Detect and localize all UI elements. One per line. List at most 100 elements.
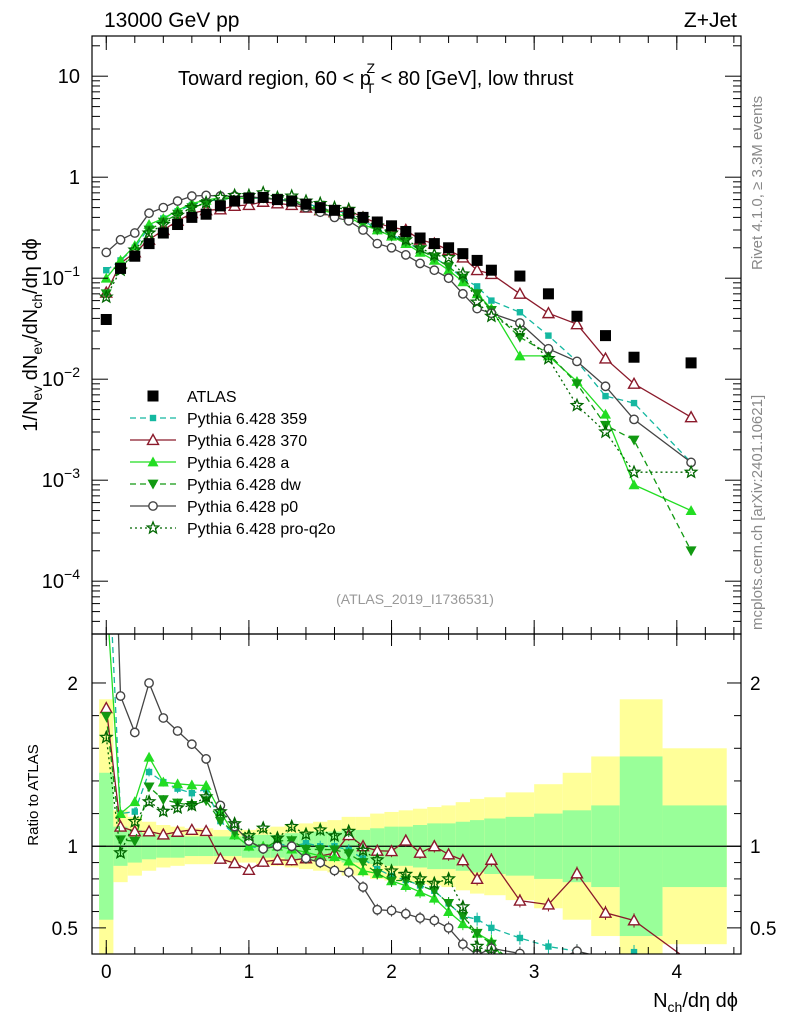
ratio-point xyxy=(103,504,109,510)
legend-label: Pythia 6.428 pro-q2o xyxy=(187,521,336,538)
ratio-plot-frame xyxy=(91,633,742,955)
ratio-point xyxy=(128,824,142,837)
series-point xyxy=(627,376,641,389)
ratio-line xyxy=(105,716,504,954)
ratio-point xyxy=(170,824,185,837)
ratio-point xyxy=(145,768,153,776)
legend-label: Pythia 6.428 359 xyxy=(187,411,307,428)
ratio-point xyxy=(127,813,143,828)
ratio-point xyxy=(384,844,399,857)
ratio-point xyxy=(157,795,169,806)
series-point xyxy=(143,225,155,236)
legend-label: Pythia 6.428 p0 xyxy=(187,499,298,516)
ratio-point xyxy=(571,970,582,980)
x-axis-label: Nch/dη dϕ xyxy=(653,990,738,1015)
plot-title-pre: Toward region, 60 < p xyxy=(178,68,371,90)
atlas-point xyxy=(157,227,169,239)
series-point xyxy=(115,234,126,245)
ratio-point xyxy=(457,939,468,950)
ratio-point xyxy=(186,779,198,790)
ratio-point xyxy=(143,751,155,762)
series-point xyxy=(540,350,556,365)
legend-marker xyxy=(149,414,157,422)
ratio-point xyxy=(443,898,455,909)
ratio-point xyxy=(357,865,369,876)
ratio-y-tick-label-right: 0.5 xyxy=(750,919,776,940)
ratio-point xyxy=(471,928,483,939)
mcplots-label: mcplots.cern.ch [arXiv:2401.10621] xyxy=(749,395,766,630)
series-point xyxy=(429,265,440,276)
atlas-point xyxy=(115,262,127,274)
ratio-y-axis-label: Ratio to ATLAS xyxy=(25,744,42,845)
legend-marker xyxy=(148,501,158,511)
ratio-point xyxy=(155,803,171,818)
ratio-point xyxy=(156,827,171,840)
atlas-point xyxy=(200,208,212,220)
series-point xyxy=(685,546,697,557)
ratio-point xyxy=(415,913,425,923)
ratio-point xyxy=(455,899,471,914)
legend-entry: Pythia 6.428 370 xyxy=(130,433,307,450)
ratio-point xyxy=(213,851,228,864)
y-tick-label: 10−3 xyxy=(42,465,80,492)
main-plot-series xyxy=(98,185,699,557)
analysis-id-label: (ATLAS_2019_I1736531) xyxy=(336,591,494,607)
series-point xyxy=(628,435,640,446)
series-point xyxy=(569,397,585,412)
ratio-point xyxy=(158,713,169,723)
series-point xyxy=(629,414,639,425)
legend-entry: ATLAS xyxy=(147,389,237,406)
ratio-point xyxy=(602,965,608,971)
series-point xyxy=(141,225,157,240)
series-point xyxy=(213,189,228,204)
series-point xyxy=(400,250,411,260)
series-point xyxy=(398,231,414,247)
ratio-series-pythia-6-428-dw xyxy=(100,712,582,980)
ratio-plot-series xyxy=(98,504,681,1003)
ratio-point xyxy=(428,886,440,897)
series-point xyxy=(426,247,442,262)
ratio-point xyxy=(312,822,328,837)
ratio-point xyxy=(543,964,554,974)
series-point xyxy=(412,240,428,255)
ratio-point xyxy=(357,858,369,869)
series-point xyxy=(571,379,583,390)
ratio-point xyxy=(488,924,495,932)
ratio-point xyxy=(628,992,639,1003)
ratio-point xyxy=(129,796,141,807)
x-tick-label: 0 xyxy=(101,962,112,983)
ratio-point xyxy=(571,982,582,993)
ratio-point xyxy=(269,830,285,845)
series-point xyxy=(443,273,454,284)
atlas-point xyxy=(599,330,611,342)
ratio-point xyxy=(286,841,297,852)
legend-marker xyxy=(147,479,159,490)
ratio-line xyxy=(105,708,681,954)
atlas-point xyxy=(243,192,255,204)
ratio-point xyxy=(101,585,112,595)
series-point xyxy=(242,198,256,211)
series-point xyxy=(541,306,556,319)
ratio-point xyxy=(443,922,454,933)
ratio-point xyxy=(115,691,126,701)
series-point xyxy=(630,399,638,407)
ratio-point xyxy=(412,871,428,886)
ratio-point xyxy=(142,824,156,837)
legend-label: Pythia 6.428 a xyxy=(187,455,289,472)
ratio-point xyxy=(372,904,383,915)
series-point xyxy=(144,208,154,219)
ratio-point xyxy=(298,826,314,841)
ratio-point xyxy=(369,852,385,867)
ratio-point xyxy=(598,905,613,918)
atlas-point xyxy=(314,202,326,214)
ratio-point xyxy=(413,845,427,858)
ratio-point xyxy=(143,782,155,793)
ratio-point xyxy=(343,849,355,860)
ratio-point xyxy=(315,857,326,868)
ratio-point xyxy=(174,785,181,792)
series-point xyxy=(599,408,611,419)
ratio-point xyxy=(513,893,527,906)
ratio-point xyxy=(473,915,481,923)
legend-marker xyxy=(147,456,159,467)
atlas-point xyxy=(129,250,141,262)
